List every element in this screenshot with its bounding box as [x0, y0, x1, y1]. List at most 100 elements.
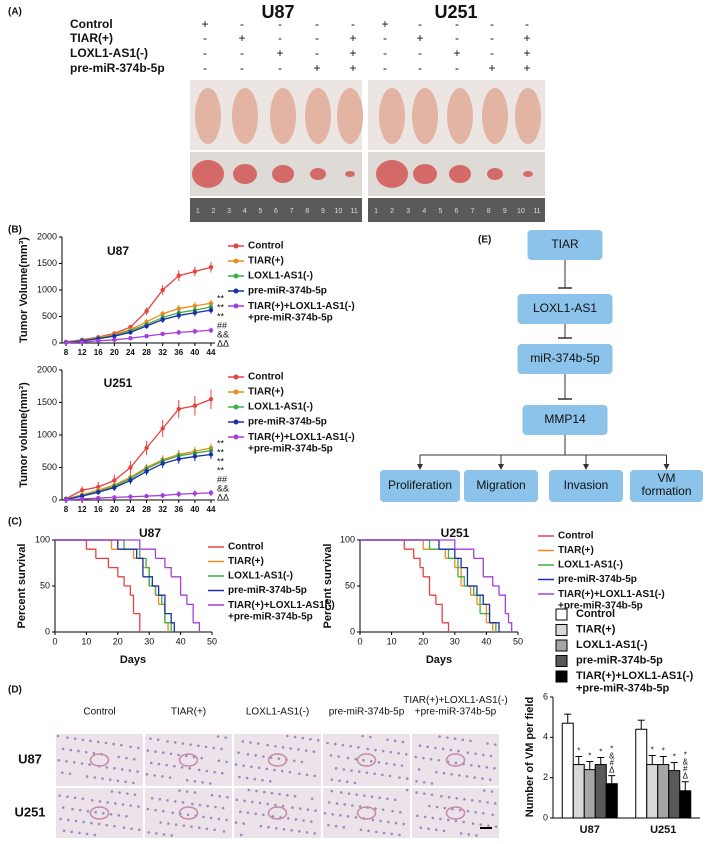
cell-dot: [341, 743, 345, 747]
cell-dot: [488, 778, 492, 781]
micrograph: [145, 788, 232, 838]
y-tick-label: 50: [40, 580, 50, 590]
cell-dot: [73, 737, 77, 740]
cell-dot: [374, 748, 377, 752]
ruler: [190, 198, 362, 222]
cell-dot: [466, 809, 470, 813]
cell-dot: [217, 817, 221, 821]
cell-dot: [489, 754, 493, 758]
significance: *: [673, 753, 676, 762]
micrograph: [56, 734, 143, 786]
legend-label: pre-miR-374b-5p: [576, 654, 663, 666]
tumor: [376, 160, 408, 188]
point: [208, 328, 214, 333]
x-tick-label: 28: [142, 348, 151, 357]
chart-title: U251: [104, 376, 133, 390]
sign: -: [203, 31, 207, 45]
cell-dot: [487, 824, 490, 827]
bar: [679, 790, 692, 819]
point: [192, 310, 198, 315]
y-axis-label: Percent survival: [322, 544, 334, 629]
vm-structure: [89, 753, 110, 767]
ruler-label: 11: [351, 208, 358, 215]
legend-swatch: [555, 624, 568, 636]
panel-label: (E): [478, 235, 491, 246]
cell-dot: [154, 808, 157, 812]
point: [192, 269, 198, 274]
ruler-label: 8: [305, 208, 309, 215]
legend-label: TIAR(+): [558, 545, 594, 556]
cell-dot: [309, 820, 313, 823]
vm-structure: [445, 806, 466, 820]
cell-dot: [281, 804, 285, 808]
survival-step: [55, 539, 113, 550]
sign: -: [418, 61, 422, 75]
cell-dot: [243, 799, 246, 803]
cell-dot: [159, 821, 162, 824]
cell-dot: [94, 810, 97, 814]
significance: **: [217, 438, 225, 448]
significance: **: [217, 456, 225, 466]
node-label: Migration: [476, 478, 525, 492]
diagram-node: [464, 470, 538, 502]
cell-dot: [104, 741, 108, 745]
cell-dot: [98, 800, 102, 803]
x-tick-label: 20: [110, 348, 119, 357]
survival-step: [423, 548, 446, 559]
cell-dot: [339, 791, 343, 794]
sign: -: [278, 17, 282, 31]
cell-dot: [414, 755, 418, 759]
cell-dot: [59, 817, 62, 821]
cell-dot: [327, 823, 330, 827]
cell-dot: [68, 772, 72, 776]
survival-step: [164, 612, 172, 623]
cell-dot: [193, 780, 197, 783]
legend-swatch: [555, 608, 568, 621]
bar: [583, 769, 596, 819]
diagram-node: [517, 294, 613, 324]
cell-dot: [326, 741, 329, 745]
cell-dot: [156, 738, 160, 742]
cell-dot: [261, 778, 264, 782]
micrograph: [145, 734, 232, 786]
cell-dot: [255, 789, 258, 793]
survival-step: [454, 548, 475, 559]
column-header: TIAR(+)+LOXL1-AS1(-) +pre-miR-374b-5p: [403, 695, 507, 718]
cell-dot: [121, 803, 125, 806]
cell-dot: [234, 821, 238, 824]
survival-step: [117, 576, 125, 586]
cell-dot: [434, 746, 437, 750]
point: [208, 265, 214, 270]
cell-dot: [191, 802, 194, 806]
micrograph: [412, 788, 499, 838]
point: [160, 461, 165, 466]
point: [208, 452, 214, 457]
legend-label: Control: [228, 542, 264, 553]
cell-dot: [434, 770, 438, 774]
cell-dot: [277, 757, 281, 760]
cell-dot: [206, 804, 210, 808]
series-line: [65, 453, 212, 500]
cell-dot: [304, 749, 308, 752]
column-header: LOXL1-AS1(-): [246, 707, 309, 718]
point: [128, 478, 133, 483]
node-label: Invasion: [564, 478, 609, 492]
legend-label: pre-miR-374b-5p: [228, 585, 307, 596]
point: [112, 333, 117, 339]
y-tick-label: 2: [543, 772, 548, 782]
cell-dot: [470, 763, 473, 767]
micrograph: [234, 734, 321, 786]
cell-dot: [357, 746, 360, 749]
cell-dot: [205, 769, 209, 773]
cell-dot: [146, 749, 150, 752]
x-tick-label: 20: [418, 636, 428, 646]
cell-dot: [482, 753, 485, 757]
point: [176, 330, 181, 335]
sign: -: [240, 17, 244, 31]
cell-dot: [339, 814, 342, 817]
sign: +: [416, 31, 423, 45]
column-header: TIAR(+): [171, 707, 206, 718]
cell-dot: [158, 798, 162, 801]
point: [112, 337, 117, 343]
survival-step: [461, 585, 472, 596]
